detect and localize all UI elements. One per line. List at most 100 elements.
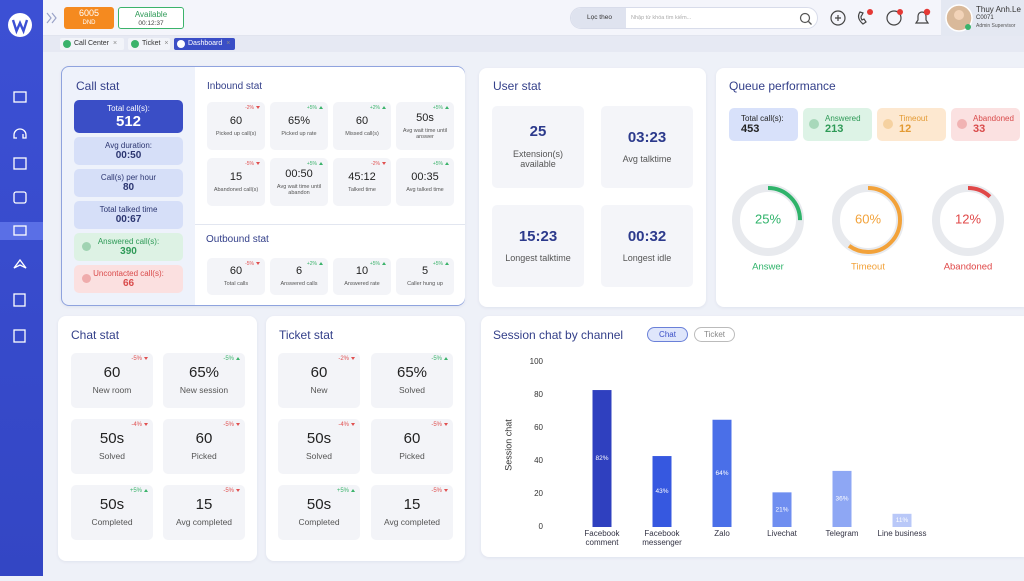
nav-icon[interactable]: [13, 293, 26, 307]
stat-label: Picked: [399, 451, 425, 462]
stat-label: Missed call(s): [345, 130, 379, 137]
session-chart-panel: Session chat by channel Chat Ticket Sess…: [481, 316, 1024, 557]
stat-card: +5% 65% Picked up rate: [270, 102, 328, 150]
call-icon[interactable]: [857, 11, 867, 25]
filter[interactable]: Lọc theo: [571, 8, 626, 28]
stat-label: Picked up rate: [281, 130, 317, 137]
item-label: Total talked time: [99, 205, 158, 214]
stat-card: +2% 60 Missed call(s): [333, 102, 391, 150]
user-name: Thuy Anh.Le: [976, 5, 1021, 14]
stat-value: 15: [229, 170, 243, 183]
chart-title: Session chat by channel: [493, 328, 624, 342]
nav-icon[interactable]: [13, 128, 27, 139]
y-tick-label: 100: [530, 357, 544, 366]
item-value: 80: [122, 182, 135, 193]
bell-icon[interactable]: [914, 11, 930, 24]
stat-label: New room: [92, 385, 132, 396]
nav-icon[interactable]: [13, 225, 27, 236]
stat-label: Caller hung up: [407, 281, 443, 288]
stat-card: -5% 15 Abandoned call(s): [207, 158, 265, 206]
stat-value: 65%: [287, 114, 311, 127]
add-icon[interactable]: [830, 10, 846, 26]
stat-value: 15: [195, 495, 213, 513]
user-card: 00:32 Longest idle: [601, 205, 693, 287]
change: +5%: [433, 105, 449, 111]
chat-icon[interactable]: [886, 10, 902, 26]
stat-value: 50s: [416, 111, 434, 124]
x-tick-label: Line business: [877, 529, 927, 538]
nav-icon[interactable]: [13, 157, 27, 170]
tab[interactable]: Call Center: [60, 38, 124, 50]
extension: 6005: [78, 8, 100, 18]
stat-card: -5% 65% Solved: [371, 353, 453, 408]
tab[interactable]: Ticket: [128, 38, 170, 50]
change: +5%: [370, 261, 386, 267]
search-bar[interactable]: Lọc theo Nhập từ khóa tìm kiếm...: [570, 7, 818, 29]
x-tick-label: Livechat: [767, 529, 797, 538]
avatar: [945, 4, 973, 32]
sidebar-icons: [0, 13, 43, 343]
stat-label: Answered calls: [280, 281, 318, 288]
stat-label: Abandoned call(s): [213, 186, 259, 193]
stat-card: +5% 50s Completed: [278, 485, 360, 540]
toggle[interactable]: Ticket: [694, 327, 735, 342]
panel-title: Queue performance: [729, 79, 836, 93]
stat-value: 60: [229, 114, 243, 127]
stat-card: -5% 60 Picked: [163, 419, 245, 474]
stat-value: 50s: [306, 495, 332, 513]
x-tick-label: Zalo: [714, 529, 730, 538]
nav-icon[interactable]: [13, 191, 27, 204]
user-role: Admin Supervisor: [976, 23, 1016, 29]
stat-label: Solved: [399, 385, 425, 396]
user-card: 15:23 Longest talktime: [492, 205, 584, 287]
stat-value: 60: [103, 363, 121, 381]
ring-value: 25%: [755, 211, 781, 226]
change: -2%: [338, 356, 355, 362]
y-tick-label: 40: [534, 456, 543, 465]
bar-label: 64%: [715, 470, 728, 477]
stat-label: Completed: [298, 517, 340, 528]
nav-icon[interactable]: [13, 329, 26, 343]
change: -5%: [245, 161, 260, 167]
search-placeholder: Nhập từ khóa tìm kiếm...: [631, 15, 692, 21]
stat-card: -5% 65% New session: [163, 353, 245, 408]
change: -5%: [431, 488, 448, 494]
nav-icon[interactable]: [13, 91, 27, 103]
ring-arc: [934, 186, 1002, 254]
search-icon[interactable]: [799, 12, 813, 26]
stat-value: 00:35: [411, 170, 439, 183]
toggle[interactable]: Chat: [647, 327, 688, 342]
stat-card: -5% 15 Avg completed: [163, 485, 245, 540]
ring-name: Abandoned: [944, 262, 993, 273]
collapse-icon[interactable]: [43, 0, 63, 36]
stat-label: Avg wait time until answer: [402, 127, 448, 141]
action-icons: [830, 8, 931, 26]
extension-chip[interactable]: 6005 DND: [64, 7, 114, 29]
queue-rings: 25% Answer 60% Timeout 12% Abandoned: [732, 184, 1004, 273]
item-label: Total call(s):: [107, 103, 150, 113]
stat-label: Avg talktime: [622, 154, 672, 165]
change: +5%: [130, 488, 148, 494]
stat-value: 00:32: [627, 227, 667, 245]
stat-label: Avg completed: [383, 517, 441, 528]
tab[interactable]: Dashboard: [174, 38, 235, 50]
ring-name: Timeout: [851, 262, 885, 273]
topbar: 6005 DND Available 00:12:37 Lọc theo Nhậ…: [43, 0, 1024, 36]
ring-value: 60%: [855, 211, 881, 226]
chip-value: 12: [899, 123, 912, 135]
stat-card: +5% 00:50 Avg wait time until abandon: [270, 158, 328, 206]
bar-label: 36%: [835, 496, 848, 503]
change: -2%: [245, 105, 260, 111]
call-stat-item: Uncontacted call(s): 66: [74, 265, 183, 293]
change: -5%: [431, 356, 448, 362]
status-chip[interactable]: Available 00:12:37: [118, 7, 184, 29]
item-label: Uncontacted call(s):: [93, 269, 164, 278]
y-tick-label: 0: [539, 522, 544, 531]
nav-icon[interactable]: [13, 258, 27, 269]
logo-mark: [11, 19, 29, 35]
user-block[interactable]: Thuy Anh.Le C0071 Admin Supervisor: [941, 0, 1024, 36]
stat-label: Extension(s) available: [512, 148, 564, 170]
stat-value: 00:50: [285, 167, 313, 180]
stat-card: -2% 60 New: [278, 353, 360, 408]
stat-label: Picked up call(s): [215, 130, 257, 137]
